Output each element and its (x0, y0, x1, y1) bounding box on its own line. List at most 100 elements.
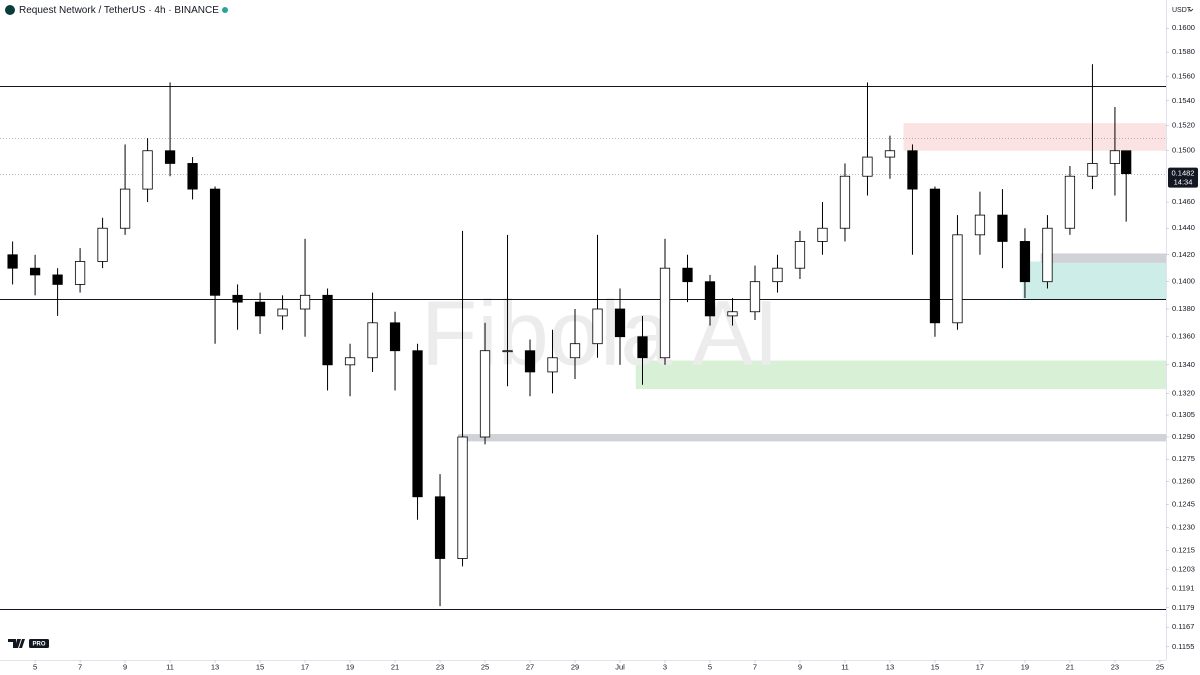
y-tick-label: 0.1600 (1172, 23, 1195, 32)
pro-label: PRO (32, 642, 45, 648)
x-tick-label: 21 (1066, 662, 1074, 671)
last-price-box (1168, 167, 1198, 188)
last-price-label: 0.1482 (1172, 169, 1195, 178)
candle-body (772, 267, 783, 283)
zone (903, 123, 1166, 151)
candle-body (974, 214, 986, 236)
currency-dropdown[interactable] (1188, 8, 1194, 12)
x-tick-label: 13 (886, 662, 894, 671)
candle-body (1064, 175, 1076, 229)
candle-body (389, 322, 401, 352)
candles (7, 64, 1132, 607)
x-tick-label: Jul (615, 662, 625, 671)
x-tick-label: 19 (346, 662, 354, 671)
candle-body (794, 241, 806, 269)
x-tick-label: 7 (753, 662, 757, 671)
x-tick-label: 25 (481, 662, 489, 671)
candle-body (52, 274, 63, 285)
candle-body (749, 281, 761, 313)
candle-body (997, 214, 1008, 242)
candle-body (862, 156, 873, 177)
x-tick-label: 7 (78, 662, 82, 671)
candle-body (907, 150, 918, 190)
candle-body (209, 188, 221, 296)
candle-body (299, 294, 311, 310)
candle-body (502, 350, 513, 353)
zone (458, 434, 1166, 442)
candle-body (254, 301, 266, 317)
zones (458, 123, 1166, 442)
y-tick-label: 0.1191 (1172, 584, 1194, 593)
x-tick-label: 11 (166, 662, 174, 671)
x-tick-label: 23 (1111, 662, 1119, 671)
market-status[interactable] (222, 7, 228, 13)
candle-body (1121, 150, 1132, 175)
candle-body (929, 188, 941, 324)
x-tick-label: 15 (931, 662, 939, 671)
y-tick-label: 0.1500 (1172, 146, 1195, 155)
zone (1040, 253, 1166, 263)
y-tick-label: 0.1360 (1172, 332, 1195, 341)
x-tick-label: 21 (391, 662, 399, 671)
candle-body (524, 350, 536, 373)
candle-body (682, 267, 693, 283)
candle-body (952, 234, 963, 324)
candle-body (547, 357, 558, 373)
candle-body (884, 150, 896, 158)
levels (0, 86, 1166, 610)
chart-title: Request Network / TetherUS · 4h · BINANC… (19, 5, 219, 16)
y-tick-label: 0.1167 (1172, 622, 1194, 631)
candle-body (569, 343, 581, 359)
y-tick-label: 0.1580 (1172, 47, 1195, 56)
y-tick-label: 0.1380 (1172, 304, 1195, 313)
candle-body (1087, 163, 1098, 177)
candle-body (412, 350, 423, 498)
candle-body (704, 281, 716, 317)
candle-body (232, 294, 243, 303)
x-tick-label: 13 (211, 662, 219, 671)
candle-body (839, 175, 851, 229)
x-tick-label: 5 (33, 662, 37, 671)
candle-body (1019, 241, 1031, 283)
x-tick-label: 17 (301, 662, 309, 671)
x-tick-label: 29 (571, 662, 579, 671)
candle-body (479, 350, 491, 438)
candle-body (119, 188, 131, 229)
candle-body (322, 294, 333, 366)
x-tick-label: 11 (841, 662, 849, 671)
candle-body (592, 308, 603, 345)
candle-body (187, 163, 198, 190)
y-tick-label: 0.1400 (1172, 277, 1195, 286)
x-tick-label: 17 (976, 662, 984, 671)
tv-mark (8, 639, 25, 648)
currency[interactable]: USDT (1172, 7, 1192, 14)
y-tick-label: 0.1230 (1172, 522, 1195, 531)
candle-body (727, 311, 738, 317)
y-tick-label: 0.1179 (1172, 603, 1194, 612)
y-tick-label: 0.1540 (1172, 96, 1195, 105)
y-tick-label: 0.1203 (1172, 565, 1195, 574)
x-tick-label: 23 (436, 662, 444, 671)
y-tick-label: 0.1460 (1172, 197, 1195, 206)
symbol-logo (5, 5, 15, 15)
y-tick-label: 0.1245 (1172, 499, 1195, 508)
x-tick-label: 5 (708, 662, 712, 671)
y-tick-label: 0.1260 (1172, 477, 1195, 486)
y-tick-label: 0.1560 (1172, 71, 1195, 80)
candle-body (367, 322, 378, 359)
candle-body (7, 254, 18, 269)
y-tick-label: 0.1440 (1172, 223, 1195, 232)
candle-body (637, 336, 648, 359)
y-tick-label: 0.1290 (1172, 432, 1195, 441)
x-tick-label: 27 (526, 662, 534, 671)
candle-body (29, 267, 41, 276)
x-tick-label: 15 (256, 662, 264, 671)
x-tick-label: 9 (798, 662, 802, 671)
candle-body (344, 357, 356, 366)
candle-body (659, 267, 671, 359)
y-tick-label: 0.1320 (1172, 388, 1195, 397)
tv-logo: PRO (8, 639, 49, 648)
y-tick-label: 0.1155 (1172, 642, 1194, 651)
